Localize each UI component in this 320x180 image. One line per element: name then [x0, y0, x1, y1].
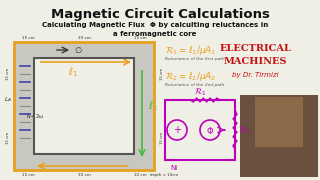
- Bar: [255, 97, 303, 147]
- Text: $\Phi$: $\Phi$: [206, 125, 214, 136]
- Text: 30 cm: 30 cm: [77, 36, 91, 40]
- Text: a ferromagnetic core: a ferromagnetic core: [113, 31, 197, 37]
- Text: 30 cm: 30 cm: [77, 173, 91, 177]
- Text: 15 cm: 15 cm: [160, 132, 164, 144]
- Text: $\varnothing$: $\varnothing$: [74, 45, 83, 55]
- Text: 15 cm: 15 cm: [160, 68, 164, 80]
- Text: 15 cm: 15 cm: [134, 36, 146, 40]
- Text: depth = 10cm: depth = 10cm: [150, 173, 178, 177]
- Text: $N<2\omega$: $N<2\omega$: [26, 112, 44, 120]
- Text: $\mathcal{R}_2 = \ell_2 / \mu A_2$: $\mathcal{R}_2 = \ell_2 / \mu A_2$: [165, 70, 216, 83]
- Text: 15 cm: 15 cm: [6, 68, 10, 80]
- Text: 10 cm: 10 cm: [134, 173, 146, 177]
- Bar: [34, 58, 134, 154]
- Text: $\mathcal{R}_1 = \ell_1 / \mu A_1$: $\mathcal{R}_1 = \ell_1 / \mu A_1$: [165, 44, 216, 57]
- Bar: [34, 58, 134, 154]
- Bar: [14, 42, 154, 170]
- Text: Ni: Ni: [170, 165, 177, 171]
- Text: $\ell_2$: $\ell_2$: [148, 99, 158, 113]
- Text: Reluctance of the 2nd path: Reluctance of the 2nd path: [165, 83, 224, 87]
- Text: by Dr. Tirmizi: by Dr. Tirmizi: [232, 72, 278, 78]
- Text: $\ell_1$: $\ell_1$: [68, 65, 78, 79]
- Text: $\mathcal{R}_2$: $\mathcal{R}_2$: [238, 124, 250, 136]
- Text: +: +: [173, 125, 181, 135]
- Text: $\mathcal{R}_1$: $\mathcal{R}_1$: [194, 87, 206, 98]
- Text: ELECTRICAL
MACHINES: ELECTRICAL MACHINES: [219, 44, 291, 66]
- Text: Calculating Magnetic Flux  Φ by calculting reluctances in: Calculating Magnetic Flux Φ by calcultin…: [42, 22, 268, 28]
- Bar: [165, 100, 235, 160]
- Bar: [14, 42, 154, 170]
- Text: 15 cm: 15 cm: [22, 173, 34, 177]
- Text: Magnetic Circuit Calculations: Magnetic Circuit Calculations: [51, 8, 269, 21]
- Text: Reluctance of the first path: Reluctance of the first path: [165, 57, 225, 61]
- Text: $L_A$: $L_A$: [4, 95, 12, 104]
- Bar: [240, 95, 318, 177]
- Text: 15 cm: 15 cm: [22, 36, 34, 40]
- Text: 15 cm: 15 cm: [6, 132, 10, 144]
